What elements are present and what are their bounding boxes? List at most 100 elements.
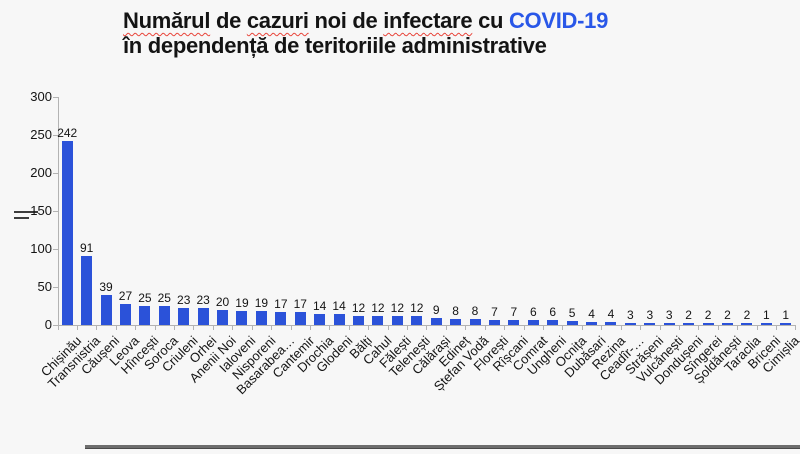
bar-value-label: 3 [646,307,654,322]
bar [683,323,695,325]
bar-value-label: 25 [157,291,171,305]
x-axis-tick [135,325,137,330]
bar-value-label: 25 [138,291,152,305]
y-axis-tick [52,249,58,250]
y-axis-tick-label: 200 [30,165,52,180]
bar-value-label: 2 [724,308,731,323]
bar-value-label: 6 [529,305,537,320]
bar [139,306,151,325]
bar [81,255,93,325]
y-axis-tick-label: 100 [30,241,52,256]
bar-value-label: 14 [312,299,327,314]
bar-value-label: 19 [235,295,249,310]
x-axis-tick [445,325,447,330]
bar-value-label: 27 [118,289,133,304]
y-axis-tick-label: 150 [30,203,52,218]
x-axis-tick [426,325,428,330]
bar [197,307,209,325]
bar-value-label: 12 [351,300,366,315]
axis-mark-line-icon [14,217,29,219]
x-axis-tick [659,325,661,330]
x-axis-tick [484,325,486,330]
bar-value-label: 39 [99,280,113,295]
bar [508,319,520,325]
bar [450,318,462,325]
bar [605,321,617,325]
bar [702,323,714,325]
bar [411,315,423,325]
chart-title-line1: Numărul de cazuri noi de infectare cu CO… [123,8,608,33]
bar [178,307,190,325]
bar-value-label: 4 [588,306,595,321]
x-axis-tick [620,325,622,330]
x-axis-tick [115,325,117,330]
bar-value-label: 20 [215,294,230,309]
bar-value-label: 23 [196,292,210,307]
title-word: cazuri [246,8,309,33]
bar [527,320,539,325]
bar-value-label: 12 [371,300,385,315]
x-axis-tick [523,325,525,330]
bar-value-label: 12 [390,300,405,315]
y-axis-tick [52,325,58,326]
x-axis-tick [795,325,797,330]
bar [275,312,287,325]
x-axis-tick [76,325,78,330]
x-axis-tick [387,325,389,330]
bar [430,318,442,325]
title-word: cu [472,8,509,33]
x-axis-tick [96,325,98,330]
bar [255,310,267,325]
bar [353,315,364,325]
bar [217,309,229,325]
x-axis-tick [601,325,603,330]
y-axis-tick-label: 0 [44,317,52,332]
bar-value-label: 242 [57,126,78,141]
bar-value-label: 8 [452,303,459,318]
bar [469,318,481,325]
x-axis-tick [212,325,214,330]
bar-value-label: 19 [254,295,269,310]
y-axis-tick-label: 300 [30,89,52,104]
chart-title-line2: în dependență de teritoriile administrat… [123,33,547,58]
bar [547,320,559,325]
y-axis-tick-label: 50 [37,279,52,294]
bar [119,304,131,325]
x-axis-tick [504,325,506,330]
bar [100,295,112,325]
y-axis-line [57,97,59,325]
x-axis-tick [309,325,311,330]
bar-value-label: 9 [432,303,440,318]
bar [294,312,306,325]
bar-value-label: 5 [568,306,576,321]
x-axis-tick [348,325,350,330]
title-word-covid: COVID-19 [508,8,609,33]
x-axis-tick [193,325,195,330]
bar-value-label: 2 [704,308,712,323]
y-axis-tick-label: 250 [30,127,52,142]
bar [663,322,675,325]
bar [61,141,73,325]
bar [314,314,326,325]
x-axis-tick [698,325,700,330]
x-axis-tick [57,325,59,330]
bar-value-label: 14 [332,299,346,314]
bar [760,323,772,325]
bar [158,306,170,325]
x-axis-tick [776,325,778,330]
x-axis-tick [407,325,409,330]
x-axis-tick [271,325,273,330]
bar [372,315,384,325]
bar-value-label: 3 [627,307,634,322]
window-edge-line [85,445,800,449]
x-axis-tick [581,325,583,330]
bar [391,315,403,325]
bar [741,323,753,325]
x-axis-tick [251,325,253,330]
bar-value-label: 1 [762,308,770,323]
bar [236,310,248,325]
bar-value-label: 7 [510,304,518,319]
bar-value-label: 4 [607,306,615,321]
